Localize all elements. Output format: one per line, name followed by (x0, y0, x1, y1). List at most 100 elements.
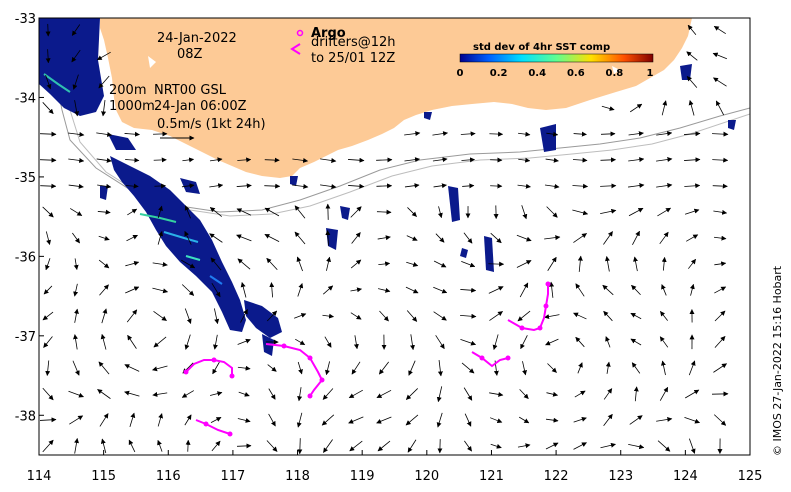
current-vector (129, 412, 136, 428)
current-vector (152, 391, 168, 397)
current-vector (516, 234, 532, 242)
current-vector (69, 208, 83, 216)
current-vector (545, 417, 559, 423)
current-vector (714, 335, 726, 348)
current-vector (573, 131, 587, 137)
current-vector (684, 183, 701, 189)
current-vector (404, 157, 421, 163)
current-vector (688, 360, 696, 376)
current-vector (350, 259, 362, 269)
x-tick-label: 120 (414, 469, 439, 484)
current-vector (213, 308, 220, 325)
x-tick-label: 121 (479, 469, 504, 484)
current-vector (42, 102, 54, 115)
current-vector (518, 131, 531, 137)
colorbar-tick-label: 1 (647, 68, 654, 79)
contour-1000m (54, 19, 750, 217)
current-vector (74, 308, 79, 323)
x-tick-label: 118 (285, 469, 310, 484)
current-vector (572, 183, 589, 189)
colorbar-tick-label: 0.6 (567, 68, 585, 79)
current-vector (714, 310, 726, 322)
current-vector (714, 261, 727, 267)
current-vector (684, 131, 701, 137)
product-label: NRT00 GSL (154, 83, 227, 98)
drifter-markers (183, 281, 551, 437)
current-vector (461, 157, 476, 163)
current-vector (688, 99, 695, 116)
current-vector (267, 364, 277, 372)
colorbar-tick-label: 0.2 (490, 68, 508, 79)
current-vector (297, 361, 303, 375)
current-vector (490, 443, 502, 449)
current-vector (379, 310, 389, 322)
current-vector (520, 335, 528, 350)
current-vector (656, 131, 673, 136)
current-vector (209, 157, 223, 163)
current-vector (657, 207, 672, 217)
current-vector (545, 157, 559, 163)
current-vector (605, 361, 611, 374)
current-vector (124, 390, 140, 397)
current-vector (406, 310, 418, 322)
current-vector (98, 235, 110, 241)
y-tick-label: -38 (15, 409, 36, 424)
current-vector (124, 131, 140, 137)
current-vector (633, 386, 639, 402)
current-vector (211, 282, 221, 298)
current-vector (546, 131, 559, 137)
current-vector (126, 234, 138, 242)
current-vector (157, 205, 163, 219)
current-vector (213, 334, 218, 350)
current-vector (321, 414, 335, 426)
current-vector (490, 157, 503, 163)
current-vector (42, 387, 54, 401)
current-vector (324, 336, 332, 348)
current-vector (407, 439, 417, 453)
current-vector (297, 387, 303, 402)
current-vector (73, 258, 79, 271)
current-vector (45, 74, 52, 90)
current-vector (292, 157, 309, 163)
current-vector (209, 183, 224, 189)
current-vector (687, 24, 697, 36)
date-label: 24-Jan-2022 (157, 31, 237, 46)
current-vector (659, 231, 669, 245)
current-vector (40, 183, 57, 189)
current-vector (713, 77, 727, 87)
current-vector (549, 281, 555, 298)
current-vector (100, 333, 107, 350)
current-vector (378, 287, 391, 293)
x-tick-label: 116 (156, 469, 181, 484)
current-vector (628, 183, 645, 189)
current-vector (210, 417, 222, 423)
current-vector (629, 103, 643, 113)
current-vector (684, 389, 700, 399)
current-vector (182, 157, 195, 163)
current-vector (437, 206, 443, 219)
current-vector (660, 311, 668, 321)
current-vector (153, 131, 168, 137)
argo-label: Argo (311, 26, 346, 41)
current-vector (630, 312, 642, 320)
current-vector (39, 417, 57, 423)
current-vector (157, 413, 164, 427)
sst-high-variance (43, 73, 223, 285)
current-vector (181, 183, 195, 189)
current-vector (98, 75, 110, 89)
current-vector (125, 157, 140, 163)
current-vector (152, 287, 169, 294)
current-vector (42, 311, 54, 321)
colorbar-gradient (459, 53, 654, 63)
current-vector (68, 183, 84, 189)
current-vector (713, 414, 727, 426)
current-vector (181, 259, 196, 269)
current-vector (74, 100, 80, 117)
current-vector (322, 313, 335, 319)
current-vector (657, 440, 671, 452)
current-vector (575, 283, 585, 297)
current-vector (42, 206, 54, 218)
current-vector (294, 205, 306, 219)
current-vector (296, 412, 303, 428)
